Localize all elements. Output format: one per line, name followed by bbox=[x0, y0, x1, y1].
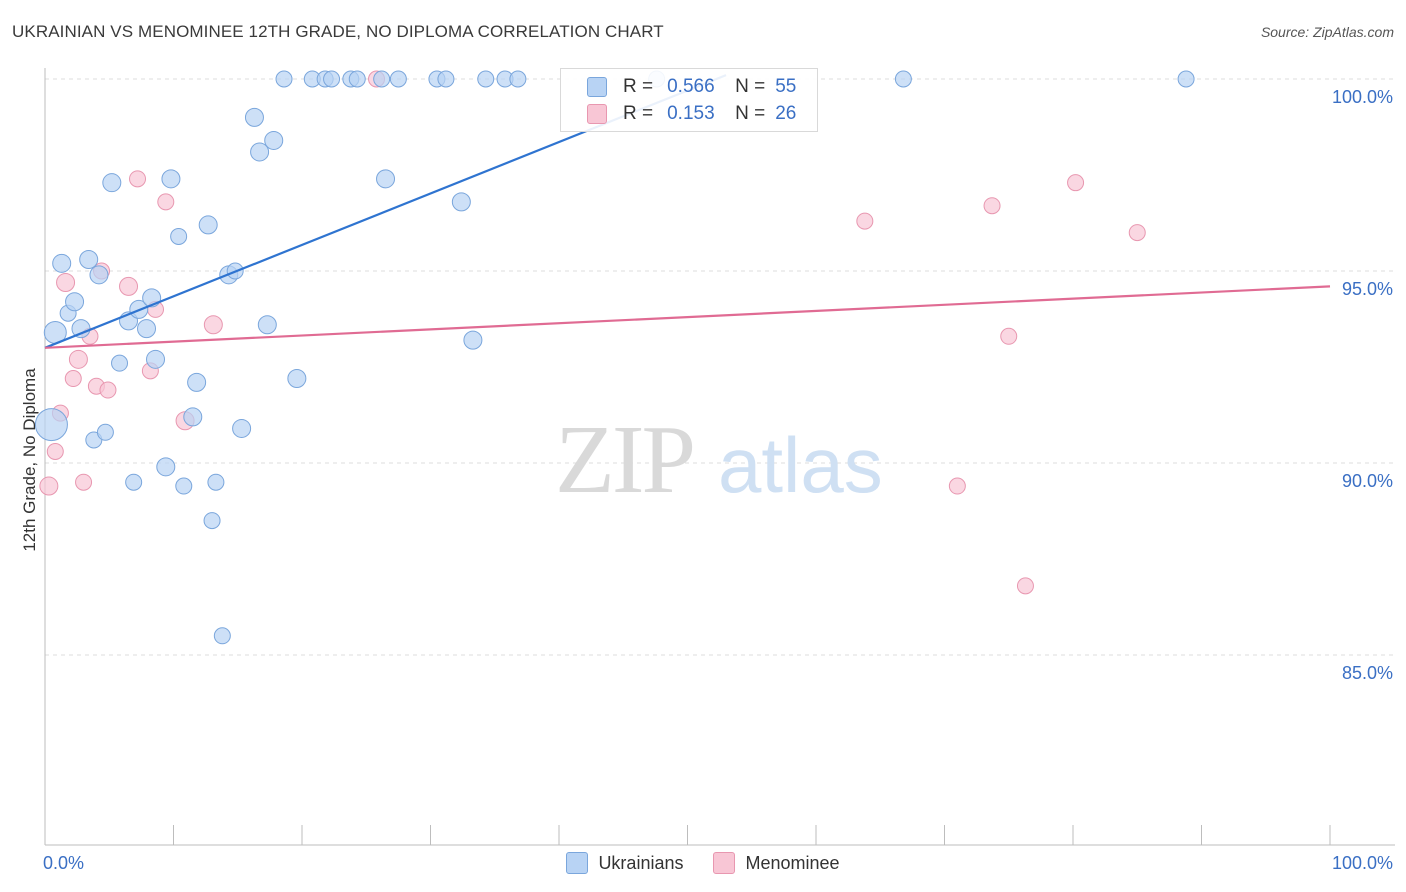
legend-n-label: N = bbox=[735, 76, 766, 97]
legend-r-value: 0.566 bbox=[667, 76, 715, 97]
legend-r-label: R = bbox=[623, 76, 654, 97]
ukrainians-point bbox=[509, 70, 527, 88]
ukrainians-point bbox=[96, 423, 114, 441]
menominee-point bbox=[157, 193, 175, 211]
y-tick-label: 90.0% bbox=[1342, 471, 1393, 491]
menominee-point bbox=[99, 381, 117, 399]
menominee-point bbox=[129, 170, 147, 188]
menominee-point bbox=[983, 197, 1001, 215]
ukrainians-point bbox=[65, 292, 85, 312]
ukrainians-point bbox=[156, 457, 176, 477]
ukrainians-point bbox=[264, 130, 284, 150]
ukrainians-point bbox=[232, 418, 252, 438]
ukrainians-point bbox=[257, 315, 277, 335]
legend-row-menominee: R = 0.153 N = 26 bbox=[587, 102, 796, 126]
legend-swatch-pink bbox=[587, 104, 607, 124]
stats-legend: R = 0.566 N = 55 R = 0.153 N = 26 bbox=[560, 68, 818, 132]
menominee-point bbox=[1067, 174, 1085, 192]
ukrainians-point bbox=[348, 70, 366, 88]
menominee-point bbox=[64, 370, 82, 388]
ukrainians-point bbox=[389, 70, 407, 88]
ukrainians-point bbox=[175, 477, 193, 495]
ukrainians-point bbox=[187, 372, 207, 392]
source-credit: Source: ZipAtlas.com bbox=[1260, 24, 1394, 40]
ukrainians-point bbox=[463, 330, 483, 350]
ukrainians-point bbox=[213, 627, 231, 645]
chart-title: UKRAINIAN VS MENOMINEE 12TH GRADE, NO DI… bbox=[12, 22, 664, 41]
ukrainians-point bbox=[894, 70, 912, 88]
menominee-point bbox=[856, 212, 874, 230]
menominee-point bbox=[119, 276, 139, 296]
legend-n-value: 26 bbox=[775, 103, 797, 124]
ukrainians-point bbox=[373, 70, 391, 88]
ukrainians-point bbox=[52, 253, 72, 273]
legend-n-label: N = bbox=[735, 103, 766, 124]
ukrainians-point bbox=[275, 70, 293, 88]
y-axis-label: 12th Grade, No Diploma bbox=[20, 368, 39, 552]
ukrainians-point bbox=[207, 473, 225, 491]
x-tick-label-max: 100.0% bbox=[1332, 853, 1393, 873]
ukrainians-points bbox=[34, 70, 1195, 645]
ukrainians-point bbox=[1177, 70, 1195, 88]
legend-r-label: R = bbox=[623, 103, 654, 124]
menominee-trend-line bbox=[44, 285, 1331, 349]
ukrainians-point bbox=[34, 408, 68, 442]
y-tick-label: 85.0% bbox=[1342, 663, 1393, 683]
ukrainians-point bbox=[79, 249, 99, 269]
ukrainians-point bbox=[71, 319, 91, 339]
ukrainians-point bbox=[146, 349, 166, 369]
menominee-point bbox=[68, 349, 88, 369]
ukrainians-point bbox=[203, 512, 221, 530]
legend-item-ukrainians[interactable]: Ukrainians bbox=[566, 852, 683, 874]
menominee-point bbox=[46, 442, 64, 460]
watermark-zip: ZIP bbox=[555, 406, 693, 514]
ukrainians-point bbox=[323, 70, 341, 88]
menominee-point bbox=[75, 473, 93, 491]
ukrainians-point bbox=[287, 369, 307, 389]
menominee-point bbox=[56, 273, 76, 293]
tick-labels: 85.0% 90.0% 95.0% 100.0% 0.0% 100.0% bbox=[43, 87, 1393, 873]
legend-swatch-blue bbox=[566, 852, 589, 874]
legend-item-menominee[interactable]: Menominee bbox=[713, 852, 840, 874]
ukrainians-point bbox=[244, 107, 264, 127]
axes bbox=[44, 68, 1395, 846]
ukrainians-point bbox=[125, 473, 143, 491]
ukrainians-point bbox=[102, 173, 122, 193]
menominee-point bbox=[203, 315, 223, 335]
gridlines bbox=[45, 78, 1395, 656]
legend-label-menominee: Menominee bbox=[745, 852, 840, 873]
menominee-point bbox=[39, 476, 59, 496]
legend-row-ukrainians: R = 0.566 N = 55 bbox=[587, 75, 796, 99]
menominee-point bbox=[1128, 224, 1146, 242]
ukrainians-point bbox=[170, 227, 188, 245]
ukrainians-point bbox=[183, 407, 203, 427]
ukrainians-point bbox=[198, 215, 218, 235]
legend-label-ukrainians: Ukrainians bbox=[598, 852, 684, 873]
ukrainians-point bbox=[111, 354, 129, 372]
ukrainians-point bbox=[437, 70, 455, 88]
ukrainians-point bbox=[161, 169, 181, 189]
ukrainians-point bbox=[376, 169, 396, 189]
legend-swatch-pink bbox=[713, 852, 736, 874]
ukrainians-point bbox=[451, 192, 471, 212]
legend-swatch-blue bbox=[587, 77, 607, 97]
y-tick-label: 100.0% bbox=[1332, 87, 1393, 107]
ukrainians-point bbox=[250, 142, 270, 162]
ukrainians-point bbox=[477, 70, 495, 88]
ukrainians-point bbox=[89, 265, 109, 285]
watermark-atlas: atlas bbox=[718, 421, 883, 509]
series-legend: Ukrainians Menominee bbox=[0, 852, 1406, 874]
menominee-point bbox=[948, 477, 966, 495]
y-tick-label: 95.0% bbox=[1342, 279, 1393, 299]
ukrainians-point bbox=[137, 319, 157, 339]
menominee-point bbox=[1016, 577, 1034, 595]
watermark: ZIP atlas bbox=[555, 406, 883, 514]
menominee-point bbox=[1000, 327, 1018, 345]
x-tick-label-min: 0.0% bbox=[43, 853, 84, 873]
legend-n-value: 55 bbox=[775, 76, 797, 97]
legend-r-value: 0.153 bbox=[667, 103, 715, 124]
